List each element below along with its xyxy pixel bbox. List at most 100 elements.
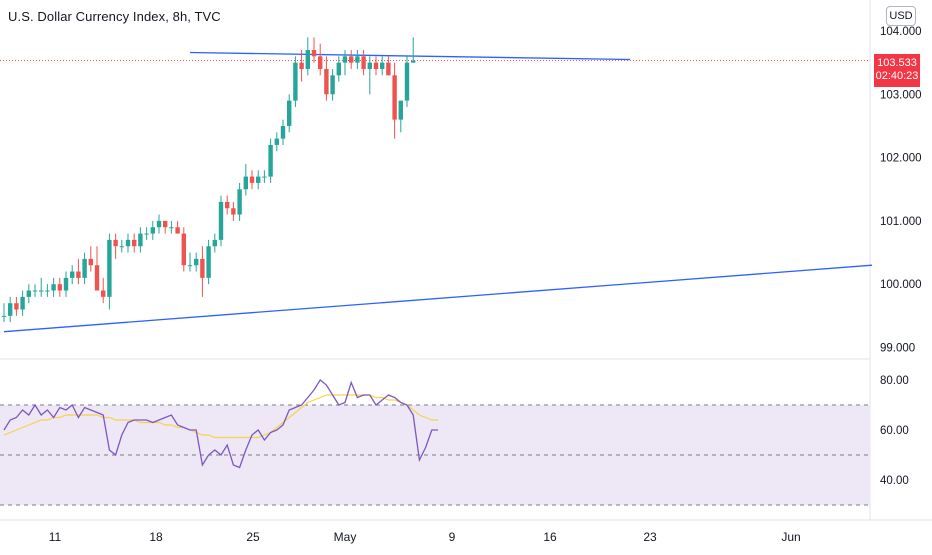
candle	[200, 246, 205, 297]
candle	[150, 220, 155, 240]
candle-body	[411, 60, 416, 63]
candle	[94, 246, 100, 291]
candle-body	[138, 233, 143, 247]
candle	[299, 49, 304, 82]
candle	[14, 296, 19, 316]
candle-body	[398, 100, 403, 120]
candle	[218, 195, 224, 247]
candle	[138, 227, 143, 253]
price-tick-label: 103.000	[880, 89, 922, 101]
candle	[243, 163, 248, 196]
candle-body	[14, 303, 19, 310]
candle	[181, 227, 186, 272]
candle-body	[156, 220, 162, 228]
candle-body	[268, 144, 273, 177]
rsi-tick-label: 60.00	[880, 425, 909, 437]
candle	[144, 227, 149, 240]
candle-body	[225, 201, 230, 209]
candle	[194, 252, 199, 272]
candle-body	[330, 75, 335, 95]
candle-body	[187, 265, 193, 267]
candle-body	[373, 62, 379, 69]
candle-body	[76, 271, 81, 278]
candle	[206, 239, 211, 285]
currency-button[interactable]: USD	[886, 6, 916, 26]
candle-body	[361, 56, 366, 69]
candle	[187, 252, 193, 272]
candle-body	[26, 290, 31, 297]
candle	[349, 49, 354, 69]
candle	[237, 182, 242, 221]
candle	[311, 37, 317, 63]
candle	[225, 195, 230, 215]
candle-body	[293, 62, 298, 101]
candle-body	[194, 258, 199, 266]
candle-body	[404, 62, 410, 101]
candle-body	[132, 239, 137, 247]
candle	[268, 138, 273, 183]
candle	[70, 265, 75, 285]
time-tick-label: 18	[149, 530, 163, 544]
candle-body	[318, 56, 323, 69]
candle-body	[256, 176, 261, 183]
candle-body	[32, 290, 38, 292]
candle-body	[342, 56, 348, 63]
candle-body	[39, 290, 44, 292]
candle	[355, 49, 360, 69]
candle	[249, 170, 255, 190]
candle	[88, 246, 93, 272]
candle-body	[70, 271, 75, 278]
price-tick-label: 102.000	[880, 153, 922, 165]
candle-body	[299, 62, 304, 69]
candle-body	[392, 75, 397, 120]
candle-body	[101, 290, 106, 297]
candle-body	[51, 284, 56, 291]
candle	[82, 252, 87, 285]
rsi-tick-label: 40.00	[880, 475, 909, 487]
candle-body	[237, 189, 242, 215]
candle-body	[380, 62, 385, 69]
candle	[280, 119, 286, 145]
rsi-lines	[3, 379, 438, 469]
last-price-value: 103.533	[877, 57, 917, 69]
candle-body	[249, 176, 255, 183]
candle-body	[311, 49, 317, 57]
rsi-line	[3, 379, 438, 469]
candle-body	[262, 176, 267, 178]
candle-body	[324, 68, 329, 95]
candle	[361, 49, 366, 76]
candle	[262, 170, 267, 183]
candle	[163, 220, 168, 234]
candle-body	[8, 303, 13, 316]
candle-body	[169, 227, 174, 229]
candle-body	[150, 227, 155, 234]
time-tick-label: 11	[49, 530, 62, 544]
candle	[231, 201, 236, 221]
candle	[380, 56, 385, 76]
candle	[132, 233, 137, 253]
candle	[305, 37, 310, 76]
candle	[125, 233, 131, 253]
trendlines	[0, 51, 873, 333]
rsi-band	[0, 404, 870, 506]
candle	[45, 284, 50, 297]
candle	[76, 258, 81, 285]
candle	[26, 284, 31, 304]
candle-body	[274, 138, 279, 145]
candle	[324, 56, 329, 101]
candle-body	[88, 258, 93, 266]
candle-body	[280, 125, 286, 139]
candle	[373, 56, 379, 76]
candle	[63, 271, 69, 297]
trendline	[189, 51, 631, 61]
candle	[51, 277, 56, 297]
time-tick-label: 23	[643, 530, 657, 544]
candle	[32, 284, 38, 297]
candle	[367, 56, 372, 95]
candle	[39, 277, 44, 297]
candle-body	[20, 296, 25, 310]
candle	[119, 239, 124, 253]
candle	[1, 303, 7, 323]
